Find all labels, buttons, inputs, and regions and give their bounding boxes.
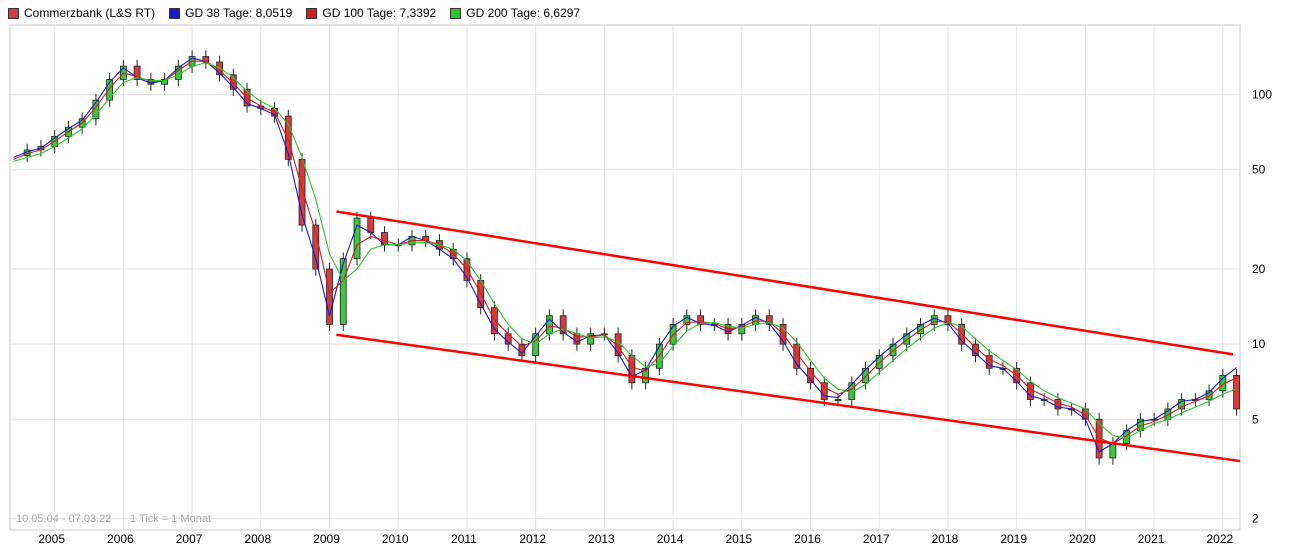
legend-swatch-gd100 bbox=[306, 7, 318, 19]
candle-body bbox=[820, 382, 828, 400]
candle-body bbox=[92, 99, 100, 120]
x-tick-label: 2010 bbox=[382, 532, 409, 546]
legend-label-price: Commerzbank (L&S RT) bbox=[24, 6, 156, 20]
x-tick-label: 2022 bbox=[1206, 532, 1233, 546]
x-tick-label: 2009 bbox=[313, 532, 340, 546]
x-tick-label: 2006 bbox=[107, 532, 134, 546]
x-tick-label: 2020 bbox=[1069, 532, 1096, 546]
legend-label-gd100: GD 100 Tage: 7,3392 bbox=[322, 6, 437, 20]
candle-body bbox=[367, 217, 375, 233]
x-tick-label: 2014 bbox=[657, 532, 684, 546]
footer-timestamp: 10.05.04 - 07.03.22 bbox=[16, 513, 111, 525]
y-tick-label: 10 bbox=[1252, 337, 1266, 351]
chart-legend: Commerzbank (L&S RT) GD 38 Tage: 8,0519 … bbox=[8, 4, 594, 22]
candle-body bbox=[862, 367, 869, 384]
candle-body bbox=[683, 315, 691, 325]
x-tick-label: 2017 bbox=[863, 532, 890, 546]
candle-body bbox=[834, 399, 842, 401]
moving-average-line bbox=[13, 60, 1237, 445]
legend-swatch-gd200 bbox=[450, 7, 462, 19]
candle-body bbox=[1109, 443, 1117, 459]
x-tick-label: 2012 bbox=[519, 532, 546, 546]
trend-channel bbox=[336, 210, 1241, 463]
candle-body bbox=[202, 56, 210, 63]
trend-line bbox=[336, 210, 1234, 356]
candle-body bbox=[106, 79, 114, 101]
candle-body bbox=[875, 355, 883, 369]
candle-body bbox=[889, 343, 897, 356]
legend-swatch-gd38 bbox=[169, 7, 181, 19]
legend-item-gd200[interactable]: GD 200 Tage: 6,6297 bbox=[450, 6, 580, 20]
legend-swatch-price bbox=[8, 7, 19, 19]
candle-body bbox=[161, 79, 169, 85]
candle-body bbox=[985, 355, 993, 369]
y-tick-label: 100 bbox=[1252, 88, 1272, 102]
candle-body bbox=[697, 315, 704, 325]
x-tick-label: 2021 bbox=[1138, 532, 1165, 546]
legend-item-price[interactable]: Commerzbank (L&S RT) bbox=[8, 6, 155, 20]
y-tick-label: 2 bbox=[1252, 512, 1259, 526]
trend-line bbox=[336, 333, 1241, 463]
x-tick-label: 2008 bbox=[244, 532, 271, 546]
x-tick-label: 2015 bbox=[725, 532, 752, 546]
moving-averages bbox=[13, 57, 1237, 453]
y-tick-label: 50 bbox=[1252, 163, 1266, 177]
candle-body bbox=[944, 315, 952, 325]
candle-body bbox=[1205, 390, 1213, 400]
candle-body bbox=[559, 315, 567, 335]
x-tick-label: 2018 bbox=[932, 532, 959, 546]
x-tick-label: 2013 bbox=[588, 532, 615, 546]
x-tick-label: 2019 bbox=[1000, 532, 1027, 546]
candle-body bbox=[326, 268, 333, 325]
moving-average-line bbox=[13, 62, 1237, 439]
candle-body bbox=[133, 65, 141, 80]
x-tick-label: 2007 bbox=[176, 532, 203, 546]
axis-labels: 2005 2006 2007 2008 2009 2010 2011 2012 2013 2014… bbox=[38, 88, 1272, 546]
grid-lines bbox=[10, 25, 1240, 530]
footer-tick-info: 1 Tick = 1 Monat bbox=[130, 513, 211, 525]
candle-body bbox=[642, 367, 650, 384]
y-tick-label: 5 bbox=[1252, 412, 1259, 426]
plot-area bbox=[9, 24, 1241, 531]
candle-body bbox=[532, 333, 540, 356]
candle-body bbox=[284, 115, 292, 160]
candle-body bbox=[738, 323, 746, 335]
candle-body bbox=[353, 217, 361, 260]
candle-body bbox=[1233, 374, 1240, 410]
candle-body bbox=[903, 333, 911, 345]
legend-label-gd38: GD 38 Tage: 8,0519 bbox=[185, 6, 293, 20]
legend-label-gd200: GD 200 Tage: 6,6297 bbox=[466, 6, 581, 20]
legend-item-gd100[interactable]: GD 100 Tage: 7,3392 bbox=[306, 6, 436, 20]
candle-body bbox=[628, 355, 636, 384]
candle-body bbox=[917, 323, 924, 335]
x-tick-label: 2011 bbox=[451, 532, 477, 546]
legend-item-gd38[interactable]: GD 38 Tage: 8,0519 bbox=[169, 6, 292, 20]
y-tick-label: 20 bbox=[1252, 262, 1266, 276]
x-tick-label: 2016 bbox=[794, 532, 821, 546]
candle-body bbox=[587, 333, 595, 345]
x-tick-label: 2005 bbox=[38, 532, 65, 546]
candle-body bbox=[298, 158, 306, 226]
moving-average-line bbox=[13, 57, 1237, 453]
candle-body bbox=[1178, 399, 1185, 410]
candle-body bbox=[229, 74, 237, 90]
candle-body bbox=[339, 258, 347, 325]
